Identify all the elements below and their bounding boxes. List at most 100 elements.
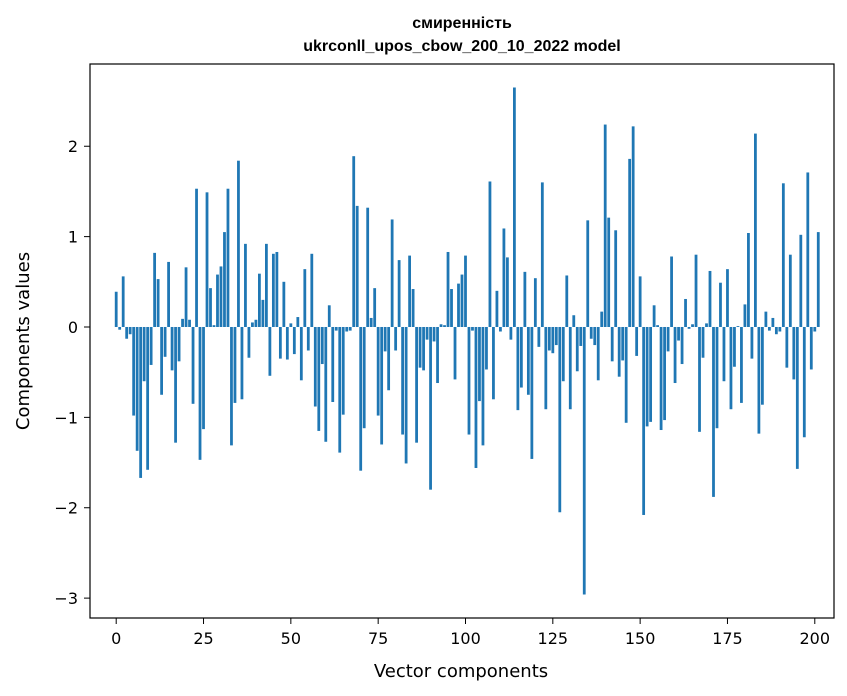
bar-200 bbox=[813, 326, 817, 332]
x-axis-ticks: 0 25 50 75 100 125 150 175 200 bbox=[111, 618, 830, 648]
bar-77 bbox=[383, 326, 387, 352]
bar-174 bbox=[722, 326, 726, 382]
bar-66 bbox=[345, 326, 349, 332]
bar-44 bbox=[268, 326, 272, 376]
bar-38 bbox=[247, 326, 251, 358]
bar-162 bbox=[680, 326, 684, 365]
bar-192 bbox=[785, 326, 789, 368]
bar-series bbox=[114, 87, 820, 595]
bar-178 bbox=[736, 326, 740, 327]
bar-21 bbox=[188, 319, 191, 327]
bar-98 bbox=[457, 283, 460, 327]
bar-86 bbox=[415, 326, 418, 443]
bar-32 bbox=[226, 188, 230, 327]
bar-118 bbox=[526, 326, 530, 395]
bar-177 bbox=[733, 326, 736, 367]
bar-37 bbox=[244, 243, 247, 327]
bar-14 bbox=[163, 326, 167, 357]
bar-27 bbox=[209, 288, 212, 327]
bar-138 bbox=[596, 326, 600, 381]
bar-29 bbox=[216, 274, 219, 327]
x-tick-label: 150 bbox=[625, 629, 656, 648]
bar-43 bbox=[265, 243, 268, 327]
bar-35 bbox=[237, 160, 240, 327]
bar-4 bbox=[128, 326, 132, 335]
bar-187 bbox=[767, 326, 771, 331]
bar-78 bbox=[387, 326, 391, 391]
bar-115 bbox=[516, 326, 520, 411]
plot-frame bbox=[89, 63, 835, 619]
bar-149 bbox=[635, 326, 639, 356]
bar-152 bbox=[645, 326, 649, 427]
bar-128 bbox=[561, 326, 565, 382]
bar-164 bbox=[687, 326, 691, 329]
bar-107 bbox=[488, 181, 492, 327]
bar-121 bbox=[537, 326, 541, 347]
bar-68 bbox=[352, 156, 356, 327]
bar-26 bbox=[205, 192, 209, 327]
bar-109 bbox=[495, 290, 499, 327]
x-tick-label: 75 bbox=[368, 629, 388, 648]
bar-141 bbox=[607, 217, 611, 327]
bar-28 bbox=[212, 325, 216, 327]
bar-173 bbox=[719, 282, 722, 327]
bar-140 bbox=[603, 124, 607, 327]
bar-51 bbox=[292, 326, 296, 355]
bar-142 bbox=[610, 326, 614, 362]
bar-40 bbox=[254, 319, 258, 327]
bar-92 bbox=[436, 326, 439, 384]
bar-185 bbox=[761, 326, 764, 405]
bar-158 bbox=[666, 326, 670, 352]
bar-6 bbox=[135, 326, 139, 451]
x-tick-label: 0 bbox=[111, 629, 121, 648]
bar-85 bbox=[411, 289, 415, 327]
bar-171 bbox=[712, 326, 715, 497]
bar-62 bbox=[331, 326, 335, 402]
bar-75 bbox=[376, 326, 380, 416]
bar-83 bbox=[404, 326, 408, 464]
bar-10 bbox=[149, 326, 153, 365]
x-tick-label: 100 bbox=[450, 629, 481, 648]
bar-57 bbox=[313, 326, 317, 407]
bar-97 bbox=[453, 326, 457, 380]
bar-74 bbox=[373, 288, 377, 327]
bar-53 bbox=[299, 326, 303, 381]
bar-166 bbox=[694, 254, 698, 327]
bar-48 bbox=[282, 281, 286, 327]
bar-19 bbox=[181, 318, 184, 327]
bar-120 bbox=[533, 278, 537, 327]
y-axis-ticks: −3 −2 −1 0 1 2 bbox=[54, 137, 90, 608]
bar-186 bbox=[764, 311, 768, 327]
bar-197 bbox=[802, 326, 806, 438]
bar-52 bbox=[296, 317, 300, 327]
bar-64 bbox=[338, 326, 342, 453]
bar-41 bbox=[258, 273, 261, 327]
bar-104 bbox=[478, 326, 481, 402]
bar-188 bbox=[771, 317, 775, 327]
bar-139 bbox=[600, 311, 604, 327]
bar-117 bbox=[523, 271, 527, 327]
bar-172 bbox=[715, 326, 719, 429]
bar-101 bbox=[467, 326, 471, 435]
bar-116 bbox=[519, 326, 523, 388]
bar-168 bbox=[701, 326, 705, 358]
bar-112 bbox=[506, 257, 509, 327]
bar-106 bbox=[485, 326, 488, 370]
bar-79 bbox=[390, 219, 394, 327]
bar-163 bbox=[684, 298, 687, 327]
bar-59 bbox=[320, 326, 324, 365]
bar-11 bbox=[153, 252, 157, 327]
bar-144 bbox=[617, 326, 621, 377]
bar-169 bbox=[705, 323, 708, 327]
bar-71 bbox=[362, 326, 366, 429]
bar-114 bbox=[513, 87, 516, 327]
bar-67 bbox=[348, 326, 352, 331]
bar-24 bbox=[198, 326, 202, 460]
bar-91 bbox=[432, 326, 436, 342]
bar-154 bbox=[652, 305, 656, 327]
bar-159 bbox=[670, 256, 673, 327]
x-tick-label: 50 bbox=[281, 629, 301, 648]
bar-47 bbox=[278, 326, 282, 359]
bar-2 bbox=[121, 276, 125, 327]
bar-93 bbox=[439, 324, 443, 327]
